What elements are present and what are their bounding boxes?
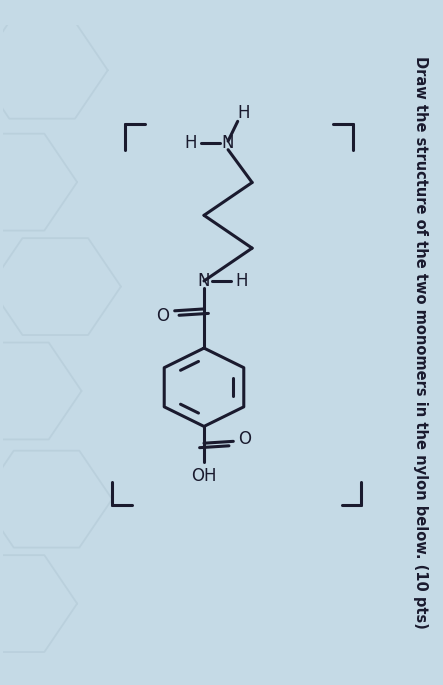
Text: N: N <box>222 134 234 152</box>
Text: O: O <box>239 430 252 449</box>
Text: H: H <box>235 272 248 290</box>
Text: N: N <box>198 272 210 290</box>
Text: OH: OH <box>191 467 217 485</box>
Text: H: H <box>185 134 197 152</box>
Text: Draw the structure of the two monomers in the nylon below. (10 pts): Draw the structure of the two monomers i… <box>413 56 428 629</box>
Text: H: H <box>237 104 249 122</box>
Text: O: O <box>156 308 169 325</box>
